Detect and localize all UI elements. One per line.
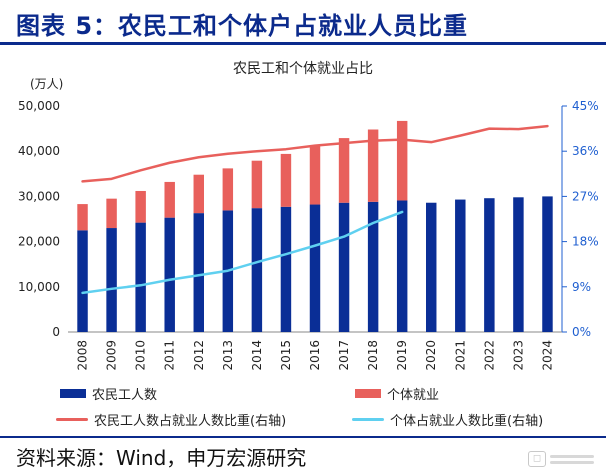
bar-individual-employment	[338, 138, 350, 203]
right-axis-tick-label: 27%	[572, 189, 599, 203]
legend-swatch-individual-share	[352, 418, 384, 421]
legend-label-migrant-workers: 农民工人数	[92, 388, 158, 403]
x-axis-tick-label: 2008	[76, 340, 90, 371]
x-axis-tick-label: 2023	[511, 340, 525, 371]
page-title: 图表 5：农民工和个体户占就业人员比重	[16, 12, 469, 40]
bar-migrant-workers	[455, 199, 466, 332]
x-axis-tick-label: 2018	[366, 340, 380, 371]
bar-migrant-workers	[338, 202, 350, 332]
left-axis-tick-label: 40,000	[18, 144, 60, 158]
legend-swatch-migrant-share	[56, 418, 88, 421]
bar-migrant-workers	[484, 198, 495, 332]
left-axis-tick-label: 50,000	[18, 99, 60, 113]
right-axis-tick-label: 36%	[572, 144, 599, 158]
chart-title: 农民工和个体就业占比	[233, 61, 373, 77]
right-axis-tick-label: 9%	[572, 280, 591, 294]
bar-migrant-workers	[251, 208, 263, 332]
x-axis-tick-label: 2009	[105, 340, 119, 371]
x-axis-tick-label: 2016	[308, 340, 322, 371]
watermark-icon: ◻	[528, 451, 546, 467]
x-axis-tick-label: 2021	[453, 340, 467, 371]
right-axis-tick-label: 0%	[572, 325, 591, 339]
bar-migrant-workers	[77, 230, 88, 332]
legend-label-individual-employment: 个体就业	[387, 388, 440, 403]
left-axis-unit-label: (万人)	[30, 77, 63, 91]
legend-label-individual-share: 个体占就业人数比重(右轴)	[390, 414, 544, 429]
bar-individual-employment	[77, 204, 88, 231]
right-axis-tick-label: 18%	[572, 235, 599, 249]
left-axis-tick-label: 10,000	[18, 280, 60, 294]
x-axis-tick-label: 2020	[424, 340, 438, 371]
x-axis-tick-label: 2024	[540, 340, 554, 371]
bar-individual-employment	[280, 153, 292, 207]
chart: 农民工和个体就业占比 (万人) 50,000 40,000 30,000 20,000 10…	[18, 61, 599, 371]
x-axis-tick-label: 2011	[163, 340, 177, 371]
bar-migrant-workers	[164, 217, 175, 332]
line-individual-share	[81, 210, 404, 295]
bar-individual-employment	[135, 190, 146, 223]
legend-item-individual-employment: 个体就业	[355, 384, 439, 403]
bar-individual-employment	[396, 120, 408, 201]
legend-swatch-individual-employment	[355, 389, 381, 398]
bar-individual-employment	[251, 160, 263, 209]
bar-migrant-workers	[542, 196, 553, 332]
x-axis-tick-label: 2013	[221, 340, 235, 371]
left-axis-tick-label: 0	[52, 325, 60, 339]
bar-individual-employment	[222, 168, 234, 211]
chart-legend: 农民工人数 个体就业 农民工人数占就业人数比重(右轴) 个体占就业人数比重(右轴…	[0, 380, 606, 436]
source-note: 资料来源：Wind，申万宏源研究	[16, 446, 307, 470]
x-axis-tick-label: 2022	[482, 340, 496, 371]
watermark-logo: ◻	[528, 450, 598, 468]
x-axis-tick-label: 2010	[134, 340, 148, 371]
x-axis-tick-label: 2017	[337, 340, 351, 371]
legend-item-migrant-share: 农民工人数占就业人数比重(右轴)	[56, 410, 286, 429]
bar-migrant-workers	[367, 201, 379, 332]
left-axis-tick-label: 20,000	[18, 235, 60, 249]
bar-individual-employment	[193, 174, 204, 214]
bar-migrant-workers	[193, 213, 204, 332]
bar-individual-employment	[309, 145, 321, 205]
bar-individual-employment	[367, 129, 379, 202]
x-axis-tick-label: 2012	[192, 340, 206, 371]
line-migrant-share	[81, 124, 549, 183]
right-axis-tick-label: 45%	[572, 99, 599, 113]
legend-swatch-migrant-workers	[60, 389, 86, 398]
legend-item-individual-share: 个体占就业人数比重(右轴)	[352, 410, 543, 429]
left-axis-tick-label: 30,000	[18, 189, 60, 203]
bar-migrant-workers	[280, 206, 292, 332]
legend-item-migrant-workers: 农民工人数	[60, 384, 157, 403]
bar-migrant-workers	[426, 202, 437, 332]
x-axis-tick-label: 2019	[395, 340, 409, 371]
bar-individual-employment	[106, 198, 117, 229]
legend-label-migrant-share: 农民工人数占就业人数比重(右轴)	[94, 414, 287, 429]
x-axis-tick-label: 2014	[250, 340, 264, 371]
x-axis-tick-label: 2015	[279, 340, 293, 371]
bar-migrant-workers	[396, 200, 408, 332]
header-divider	[0, 42, 606, 45]
footer-divider	[0, 436, 606, 438]
bar-migrant-workers	[135, 222, 146, 332]
bar-individual-employment	[164, 181, 175, 218]
bar-migrant-workers	[106, 228, 117, 332]
bar-migrant-workers	[309, 204, 321, 332]
bar-migrant-workers	[513, 197, 524, 332]
